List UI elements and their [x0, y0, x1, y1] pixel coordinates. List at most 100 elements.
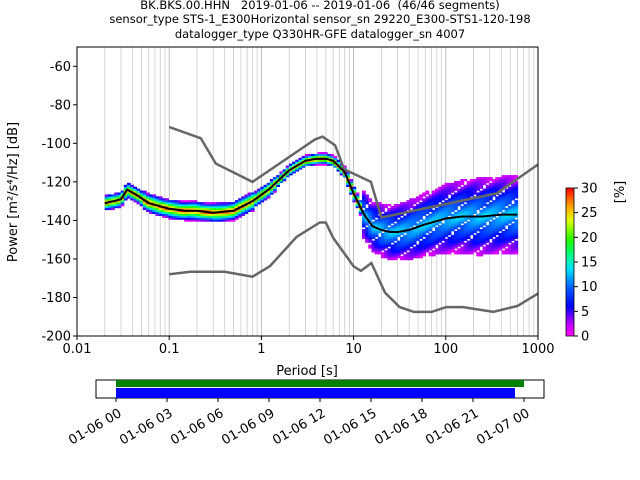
- heatmap-cell: [180, 205, 185, 209]
- heatmap-cell: [247, 196, 252, 199]
- heatmap-cell: [323, 155, 328, 159]
- heatmap-cell: [336, 159, 341, 162]
- heatmap-cell: [454, 182, 458, 186]
- heatmap-cell: [361, 202, 366, 205]
- heatmap-cell: [365, 221, 369, 224]
- heatmap-cell: [361, 190, 366, 193]
- heatmap-cell: [276, 177, 280, 180]
- heatmap-cell: [196, 219, 201, 222]
- heatmap-cell: [381, 246, 385, 249]
- heatmap-cell: [292, 163, 296, 166]
- heatmap-cell: [447, 244, 452, 247]
- heatmap-cell: [476, 248, 481, 251]
- heatmap-cell: [501, 232, 506, 236]
- heatmap-cell: [454, 252, 458, 255]
- heatmap-cell: [419, 227, 423, 230]
- heatmap-cell: [460, 219, 465, 222]
- heatmap-cell: [384, 219, 388, 222]
- heatmap-cell: [514, 232, 519, 236]
- heatmap-cell: [444, 250, 449, 253]
- heatmap-cell: [441, 198, 446, 201]
- heatmap-cell: [361, 200, 366, 203]
- heatmap-cell: [488, 221, 493, 224]
- heatmap-cell: [422, 238, 427, 241]
- heatmap-cell: [492, 223, 496, 226]
- heatmap-cell: [349, 190, 354, 193]
- heatmap-cell: [457, 202, 461, 205]
- heatmap-cell: [393, 219, 398, 222]
- heatmap-cell: [495, 182, 500, 186]
- heatmap-cell: [508, 229, 512, 232]
- heatmap-cell: [257, 188, 261, 191]
- heatmap-cell: [317, 161, 322, 164]
- heatmap-cell: [482, 200, 487, 203]
- heatmap-cell: [104, 198, 109, 201]
- heatmap-cell: [374, 248, 379, 251]
- heatmap-cell: [400, 244, 404, 247]
- heatmap-cell: [219, 217, 223, 220]
- heatmap-cell: [492, 207, 496, 211]
- heatmap-cell: [508, 194, 512, 197]
- heatmap-cell: [412, 215, 417, 218]
- heatmap-cell: [508, 178, 512, 182]
- heatmap-cell: [501, 236, 506, 240]
- heatmap-cell: [488, 250, 493, 253]
- heatmap-cell: [482, 213, 487, 216]
- heatmap-cell: [225, 205, 230, 209]
- heatmap-cell: [463, 178, 468, 182]
- heatmap-cell: [161, 204, 166, 207]
- heatmap-cell: [390, 254, 395, 257]
- heatmap-cell: [361, 232, 366, 236]
- heatmap-cell: [415, 215, 420, 218]
- heatmap-cell: [485, 250, 490, 253]
- heatmap-cell: [368, 211, 373, 214]
- heatmap-cell: [450, 236, 455, 240]
- heatmap-cell: [219, 209, 223, 213]
- heatmap-cell: [409, 198, 414, 201]
- heatmap-cell: [454, 213, 458, 216]
- heatmap-cell: [381, 217, 385, 220]
- heatmap-cell: [422, 209, 427, 213]
- time-tick-label: 01-06 00: [66, 406, 124, 448]
- heatmap-cell: [488, 244, 493, 247]
- heatmap-cell: [244, 198, 249, 201]
- heatmap-cell: [390, 232, 395, 236]
- heatmap-cell: [361, 194, 366, 197]
- data-coverage-bar: [116, 380, 524, 387]
- heatmap-cell: [463, 219, 468, 222]
- heatmap-cell: [444, 221, 449, 224]
- heatmap-cell: [492, 232, 496, 236]
- heatmap-cell: [450, 196, 455, 199]
- heatmap-cell: [323, 159, 328, 162]
- heatmap-cell: [222, 202, 227, 205]
- heatmap-cell: [425, 211, 430, 214]
- heatmap-cell: [311, 163, 315, 166]
- heatmap-cell: [422, 248, 427, 251]
- heatmap-cell: [460, 246, 465, 249]
- heatmap-cell: [393, 215, 398, 218]
- heatmap-cell: [419, 211, 423, 214]
- heatmap-cell: [273, 188, 277, 191]
- heatmap-cell: [196, 204, 201, 207]
- heatmap-cell: [447, 223, 452, 226]
- heatmap-cell: [304, 161, 309, 164]
- heatmap-cell: [295, 161, 300, 164]
- heatmap-cell: [441, 205, 446, 209]
- heatmap-cell: [387, 238, 392, 241]
- heatmap-cell: [419, 196, 423, 199]
- heatmap-cell: [209, 205, 214, 209]
- heatmap-cell: [215, 205, 220, 209]
- heatmap-cell: [371, 229, 376, 232]
- heatmap-cell: [120, 190, 125, 193]
- heatmap-cell: [469, 209, 474, 213]
- heatmap-cell: [466, 223, 471, 226]
- heatmap-cell: [495, 219, 500, 222]
- heatmap-cell: [384, 221, 388, 224]
- heatmap-cell: [371, 242, 376, 245]
- heatmap-cell: [377, 221, 382, 224]
- heatmap-cell: [371, 231, 376, 234]
- heatmap-cell: [180, 217, 185, 220]
- heatmap-cell: [454, 192, 458, 195]
- heatmap-cell: [434, 217, 439, 220]
- heatmap-cell: [422, 232, 427, 236]
